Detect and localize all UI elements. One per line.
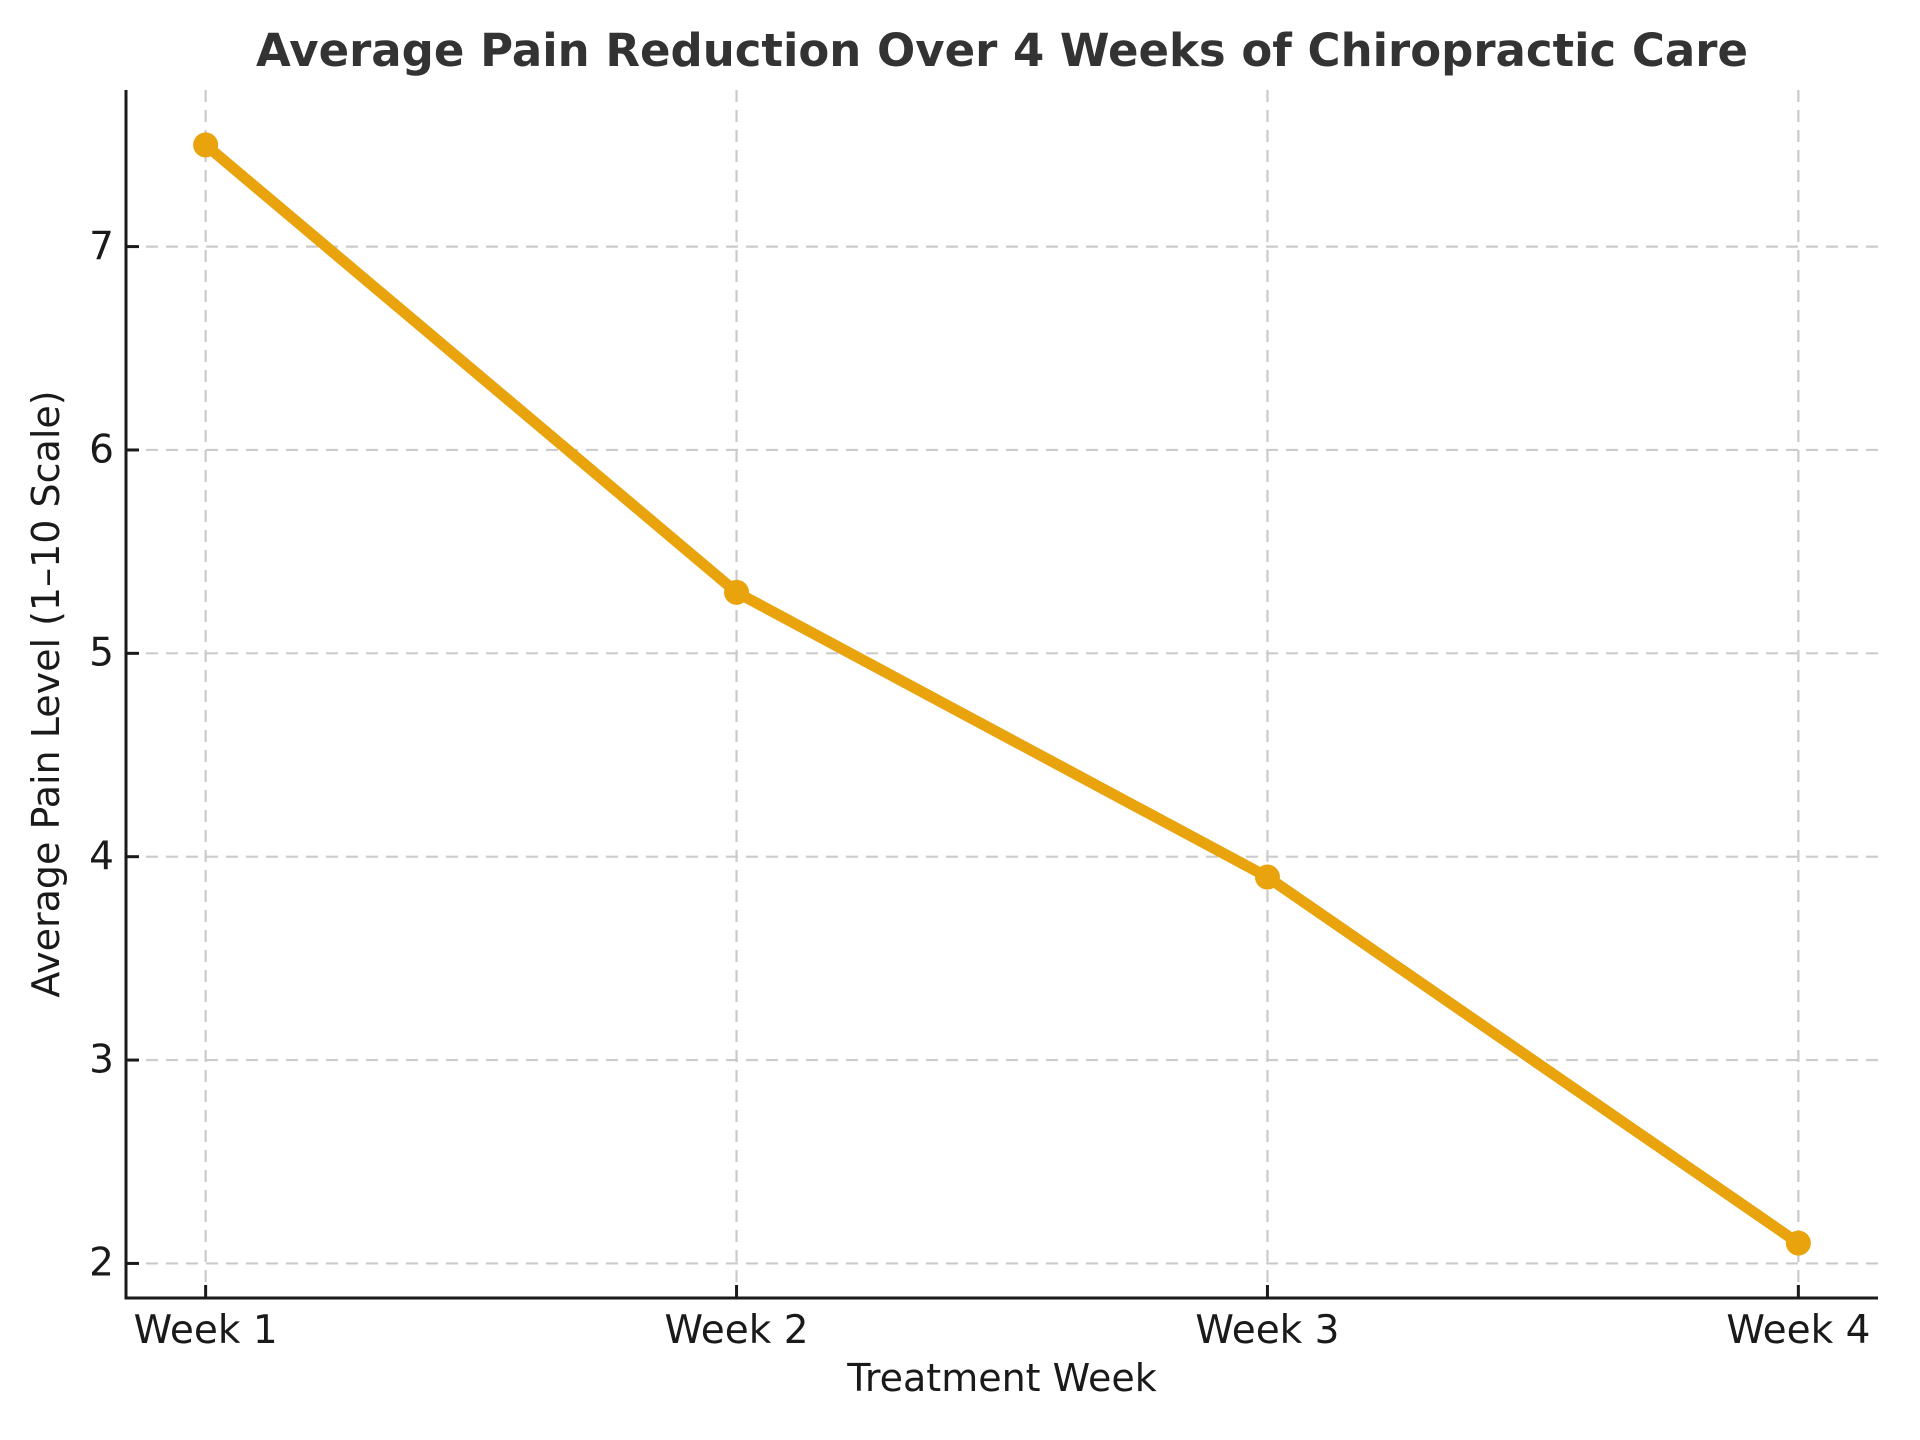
y-tick-label-3: 3 [89,1037,114,1083]
data-point-4 [1785,1230,1811,1256]
y-tick-label-5: 5 [89,630,114,676]
x-axis-label: Treatment Week [847,1356,1157,1400]
data-point-3 [1254,864,1280,890]
data-point-2 [724,579,750,605]
chart-title: Average Pain Reduction Over 4 Weeks of C… [256,24,1748,77]
y-tick-label-7: 7 [89,224,114,270]
data-point-1 [193,132,219,158]
y-tick-label-4: 4 [89,834,114,880]
y-tick-label-6: 6 [89,427,114,473]
y-tick-label-2: 2 [89,1240,114,1286]
pain-trend-line [200,139,1804,1249]
x-tick-label-1: Week 1 [133,1308,278,1353]
x-tick-label-4: Week 4 [1726,1308,1871,1353]
x-tick-label-2: Week 2 [664,1308,809,1353]
x-tick-label-3: Week 3 [1195,1308,1340,1353]
